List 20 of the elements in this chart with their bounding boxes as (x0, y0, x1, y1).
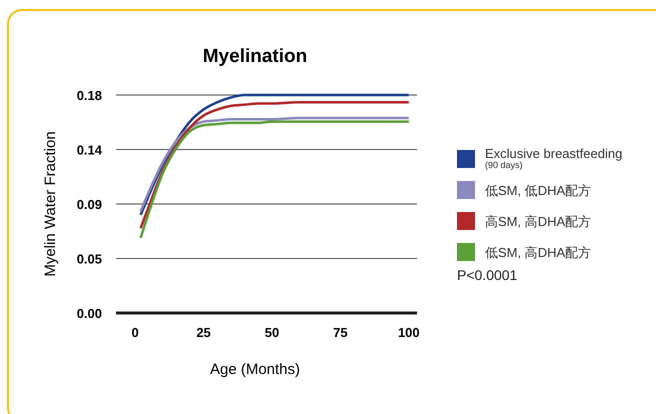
y-tick-label: 0.05 (76, 252, 102, 266)
legend-label: Exclusive breastfeeding (90 days) (485, 146, 622, 170)
line-series (139, 120, 410, 240)
y-tick-label: 0.14 (76, 142, 103, 158)
x-tick-label: 50 (264, 325, 280, 340)
legend-label: 低SM, 低DHA配方 (485, 183, 592, 198)
legend-label: 高SM, 高DHA配方 (485, 214, 592, 229)
legend-label: 低SM, 高DHA配方 (485, 245, 592, 260)
x-tick-label: 0 (132, 325, 139, 340)
y-tick-label: 0.00 (76, 306, 102, 321)
x-tick-label: 100 (398, 325, 420, 340)
text: P<0.0001 (457, 267, 518, 283)
chart-title: Myelination (202, 46, 308, 67)
x-tick-label: 25 (196, 325, 211, 340)
y-tick-label: 0.09 (76, 197, 102, 212)
y-tick-label: 0.18 (76, 88, 102, 103)
line-series (139, 116, 410, 213)
x-tick-label: 75 (333, 325, 348, 340)
x-axis-title: Age (Months) (210, 361, 300, 378)
y-axis-title: Myelin Water Fraction (42, 131, 59, 277)
